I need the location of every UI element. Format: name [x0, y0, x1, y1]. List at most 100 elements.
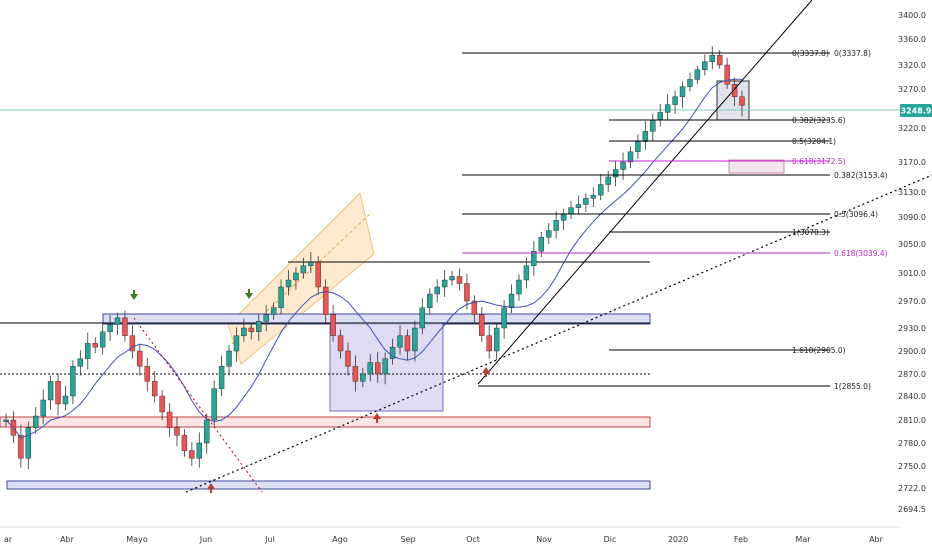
candle-body: [702, 61, 708, 71]
y-tick-label: 3320.0: [898, 61, 926, 70]
candle-body: [427, 293, 433, 308]
y-tick-label: 3360.0: [898, 35, 926, 44]
y-tick-label: 2722.0: [898, 484, 926, 493]
red-up-arrow: [482, 367, 490, 373]
bottom-zone: [6, 480, 651, 490]
green-down-arrow: [245, 293, 253, 299]
fib-label: 0.618(3039.4): [834, 249, 888, 258]
uptrend-line: [477, 0, 813, 385]
candle-body: [568, 207, 574, 215]
candle-body: [218, 366, 225, 389]
y-tick-label: 2930.0: [898, 324, 926, 333]
candle-body: [308, 261, 314, 266]
x-tick-label: 2020: [668, 535, 688, 544]
current-price-tag: [900, 104, 932, 117]
y-tick-label: 2870.0: [898, 370, 926, 379]
x-tick-label: Dic: [604, 535, 617, 544]
x-tick-label: Sep: [400, 535, 415, 544]
y-tick-label: 2750.0: [898, 462, 926, 471]
candle-body: [679, 86, 686, 97]
candle-body: [367, 362, 373, 375]
candle-body: [241, 327, 247, 336]
candle-body: [99, 331, 106, 348]
candle-body: [166, 411, 173, 428]
candle-body: [233, 335, 240, 352]
candle-body: [538, 237, 544, 252]
candle-body: [546, 230, 552, 238]
candle-body: [508, 293, 515, 308]
fib-label: 1.618(2905.0): [792, 346, 846, 355]
candle-body: [293, 272, 299, 281]
fib-label: 0.5(3204.1): [792, 137, 836, 146]
y-tick-label: 3090.0: [898, 213, 926, 222]
candle-body: [137, 350, 143, 367]
candle-body: [687, 79, 693, 87]
x-tick-label: Abr: [60, 535, 75, 544]
candle-body: [724, 64, 730, 85]
candles-layer: [3, 46, 745, 470]
candle-body: [77, 358, 84, 367]
candle-body: [256, 321, 262, 333]
candle-body: [590, 194, 597, 199]
x-tick-label: Jun: [199, 535, 213, 544]
candle-body: [107, 324, 113, 333]
candle-body: [716, 55, 723, 66]
candle-body: [642, 131, 649, 142]
candle-body: [419, 307, 426, 329]
candle-body: [412, 327, 418, 352]
candle-body: [204, 419, 210, 444]
candle-body: [731, 83, 738, 97]
candle-body: [397, 335, 403, 348]
candle-body: [456, 276, 463, 284]
candle-body: [159, 395, 165, 413]
x-tick-label: Mar: [795, 535, 811, 544]
candle-body: [345, 350, 351, 367]
candle-body: [531, 251, 537, 266]
candle-body: [278, 286, 284, 308]
candle-body: [560, 213, 567, 221]
candle-body: [55, 381, 61, 405]
candle-body: [382, 358, 388, 375]
fib-label: 1(3070.3): [792, 228, 829, 237]
candle-body: [598, 184, 604, 196]
candle-body: [360, 373, 366, 382]
candle-body: [672, 96, 678, 105]
candle-body: [635, 141, 641, 153]
y-tick-label: 3400.0: [898, 11, 926, 20]
candle-body: [739, 96, 745, 106]
candle-body: [33, 415, 39, 428]
target-box: [728, 159, 785, 174]
candle-body: [627, 151, 634, 163]
candle-body: [449, 276, 455, 281]
fib-label: 0.618(3172.5): [792, 157, 846, 166]
candle-body: [62, 395, 69, 405]
candle-body: [709, 55, 715, 62]
candle-body: [375, 362, 381, 375]
fib-label: 0.382(3235.6): [792, 116, 846, 125]
candle-body: [248, 327, 255, 333]
candle-body: [129, 335, 136, 352]
candle-body: [270, 307, 277, 315]
y-tick-label: 2694.5: [898, 505, 926, 514]
candle-body: [174, 427, 180, 436]
y-tick-label: 2780.0: [898, 439, 926, 448]
moving-average-line: [5, 78, 742, 439]
y-tick-label: 2970.0: [898, 297, 926, 306]
candle-body: [434, 286, 440, 295]
x-tick-label: Oct: [466, 535, 480, 544]
candle-body: [315, 261, 321, 288]
candle-body: [486, 335, 492, 352]
x-axis: ar Abr Mayo Jun Jul Ago Sep Oct Nov Dic 2020 Feb Mar…: [0, 526, 900, 544]
fib-label: 0(3337.8): [834, 49, 871, 58]
candle-body: [612, 169, 619, 178]
candle-body: [516, 279, 522, 295]
candle-body: [657, 112, 663, 121]
candle-body: [114, 317, 121, 325]
candle-body: [523, 265, 530, 281]
fib-label: 0.5(3096.4): [834, 210, 878, 219]
candle-body: [40, 399, 46, 417]
candle-body: [70, 366, 76, 397]
green-down-arrow: [130, 294, 138, 300]
red-dotted-downtrend: [133, 317, 263, 493]
